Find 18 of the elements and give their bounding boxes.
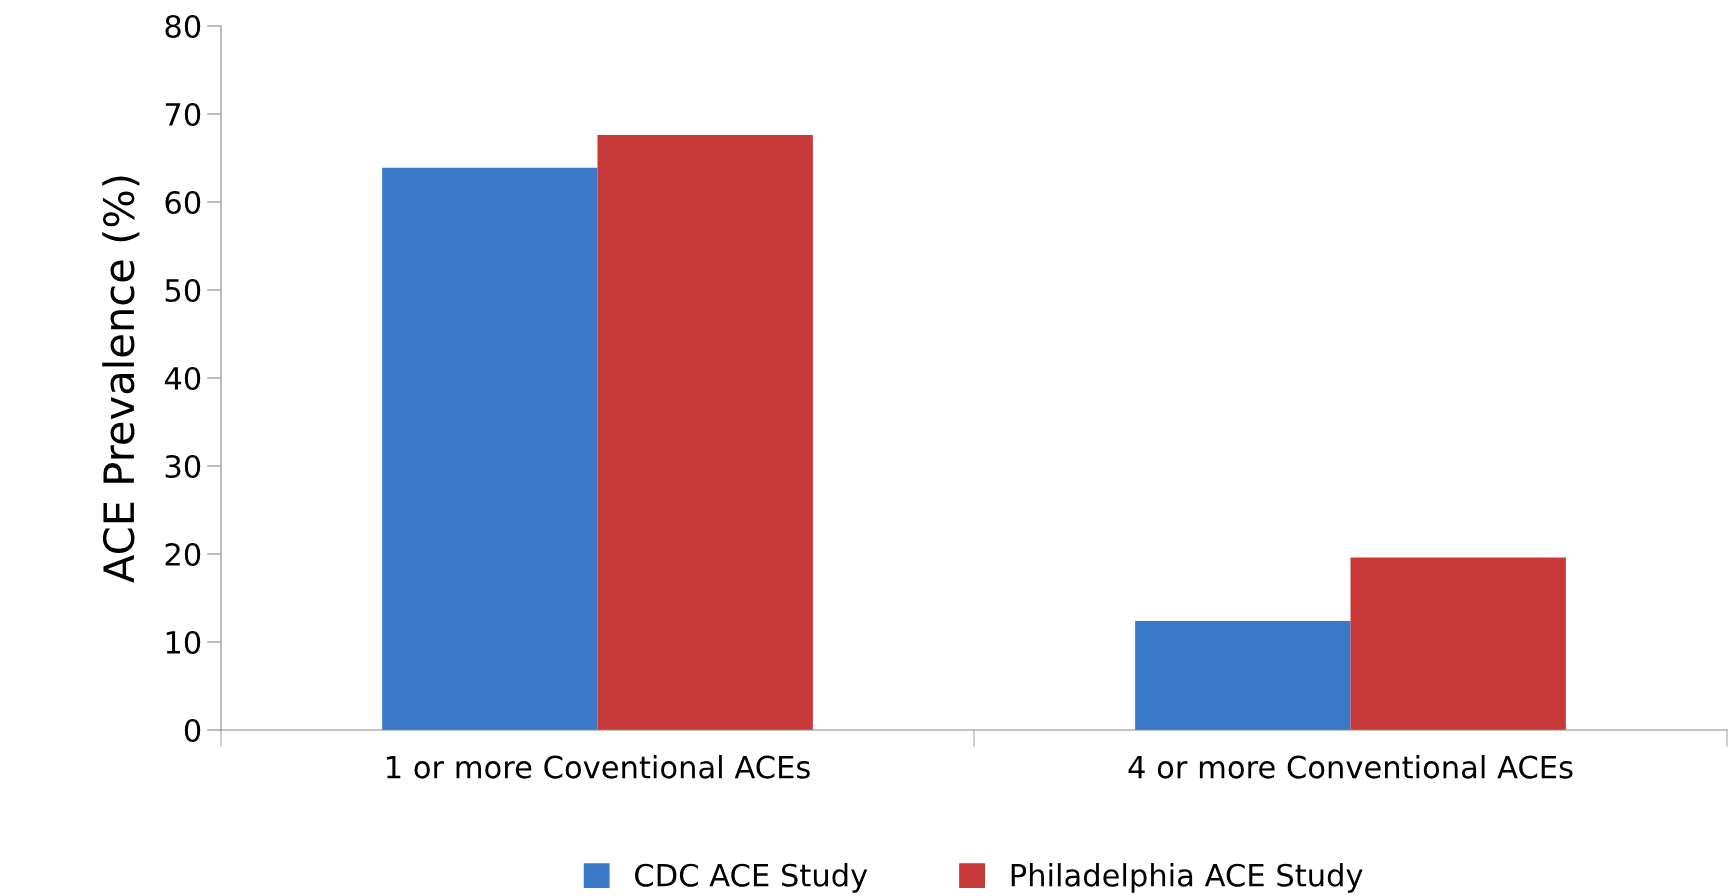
legend-label: CDC ACE Study [635,863,868,893]
y-tick-label: 60 [165,190,201,215]
y-axis-title: ACE Prevalence (%) [102,176,140,583]
bar [1350,557,1566,730]
y-tick-label: 20 [165,542,201,567]
y-tick-label: 80 [165,14,201,39]
y-tick-label: 10 [166,630,201,655]
x-tick-label: 4 or more Conventional ACEs [1128,755,1573,779]
y-tick-label: 40 [164,366,201,391]
legend-label: Philadelphia ACE Study [1011,863,1363,893]
y-tick-label: 70 [165,102,201,127]
bar [1135,620,1351,730]
y-tick-label: 0 [184,718,201,743]
y-tick-label: 50 [165,278,201,303]
x-tick-label: 1 or more Coventional ACEs [387,755,810,779]
y-tick-label: 30 [165,454,201,479]
bar [597,135,813,730]
bar [382,167,598,730]
